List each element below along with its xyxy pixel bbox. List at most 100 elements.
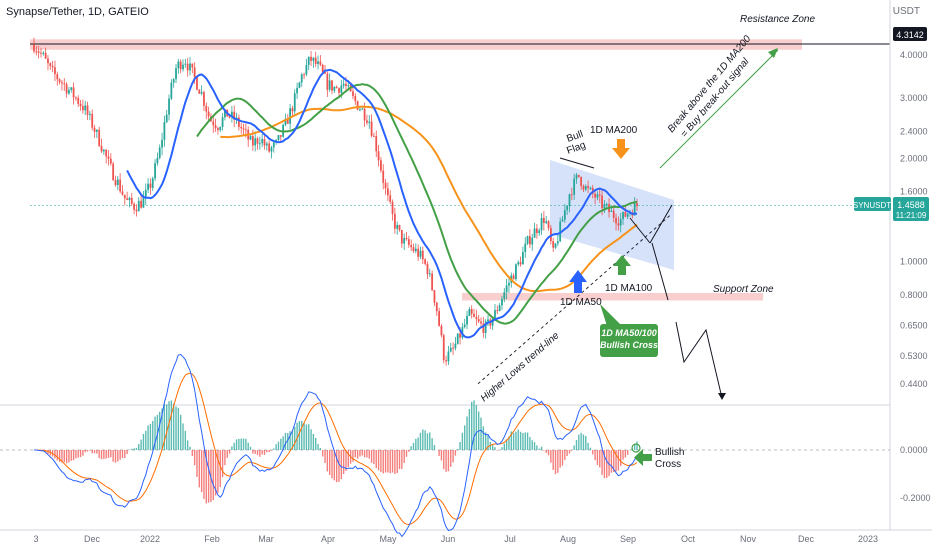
candle-body <box>561 219 564 222</box>
resistance-badge: 4.3142 <box>893 27 927 41</box>
candle <box>303 72 305 80</box>
candle <box>512 273 515 280</box>
candle <box>256 136 259 150</box>
osc-bar <box>561 450 564 466</box>
ma100-label: 1D MA100 <box>605 283 653 294</box>
candle-body <box>342 83 345 86</box>
candle <box>314 51 317 68</box>
candle-body <box>200 92 203 94</box>
candle <box>37 45 40 59</box>
candle-body <box>217 128 219 131</box>
osc-bar <box>135 447 138 450</box>
osc-bar <box>298 421 301 450</box>
osc-bar <box>517 429 519 450</box>
osc-bar <box>533 442 536 450</box>
candle-body <box>212 121 215 126</box>
osc-bar <box>363 450 366 458</box>
candle-body <box>221 117 224 127</box>
osc-bar <box>501 447 503 450</box>
osc-bar <box>566 450 568 457</box>
chart-title: Synapse/Tether, 1D, GATEIO <box>6 6 149 18</box>
candle <box>142 191 145 208</box>
osc-bar <box>538 448 540 450</box>
osc-bar <box>470 401 473 450</box>
price-badge-price: 1.4588 <box>897 200 925 210</box>
candle-body <box>501 299 503 306</box>
osc-cross-marker <box>631 443 641 453</box>
candle <box>515 263 517 282</box>
candle <box>428 268 431 278</box>
candle <box>326 71 329 97</box>
candle <box>116 175 119 191</box>
osc-bar <box>587 442 589 450</box>
candle-body <box>72 87 75 98</box>
osc-bar <box>291 430 294 450</box>
candle-body <box>44 52 47 59</box>
osc-bar <box>249 446 252 450</box>
osc-bar <box>352 450 354 462</box>
candle-body <box>535 228 538 234</box>
cross-callout-line2: Bullish Cross <box>600 340 658 350</box>
candle <box>417 244 420 261</box>
candle <box>240 122 243 134</box>
candle-body <box>114 180 117 185</box>
candle-body <box>168 98 170 115</box>
candle <box>494 304 496 320</box>
candle <box>605 202 608 208</box>
candle-body <box>84 105 87 111</box>
candle <box>438 307 441 327</box>
osc-bar <box>480 417 482 450</box>
osc-bar <box>198 450 201 488</box>
osc-bar <box>464 425 466 450</box>
candle-body <box>522 252 524 265</box>
candle <box>538 228 541 237</box>
osc-bar <box>175 406 177 450</box>
candle <box>163 115 166 147</box>
candle <box>324 64 326 75</box>
candle <box>191 63 194 74</box>
osc-bar <box>412 442 415 450</box>
candle <box>198 89 201 94</box>
osc-bar <box>354 450 356 458</box>
bull-flag-line1: Bull <box>565 129 584 145</box>
candle <box>49 62 52 70</box>
candle-body <box>321 64 324 72</box>
candle-body <box>529 236 531 245</box>
candle <box>524 237 527 258</box>
candle <box>165 109 168 124</box>
candle <box>582 184 585 193</box>
osc-tick-1: -0.2000 <box>900 493 931 503</box>
candle <box>466 310 468 329</box>
osc-bar <box>65 450 68 464</box>
candle <box>373 132 375 137</box>
candle <box>447 345 450 366</box>
osc-bar <box>447 450 450 472</box>
candle-body <box>242 128 245 130</box>
candle-body <box>412 247 415 252</box>
osc-bar <box>252 450 254 454</box>
candle-body <box>491 318 494 326</box>
candle-body <box>366 120 368 123</box>
osc-bar <box>408 450 410 452</box>
osc-bar <box>177 407 180 450</box>
candle-body <box>589 187 592 189</box>
x-tick-6: May <box>379 534 397 544</box>
candle-body <box>547 221 550 229</box>
candle <box>312 56 315 68</box>
candle-body <box>496 310 499 312</box>
osc-bar <box>510 431 512 450</box>
candle <box>440 323 443 338</box>
candle <box>480 317 482 327</box>
candle <box>414 243 417 254</box>
osc-bar <box>245 438 247 450</box>
osc-bar <box>147 425 149 450</box>
candle <box>407 235 410 248</box>
osc-bar <box>578 434 580 450</box>
candle-body <box>61 82 63 84</box>
candle <box>396 221 399 235</box>
osc-bar <box>114 450 117 463</box>
osc-bar <box>387 450 389 473</box>
osc-bar <box>301 421 303 450</box>
price-badge: SYNUSDT 1.4588 11:21:09 <box>853 197 929 221</box>
candle <box>95 129 98 139</box>
